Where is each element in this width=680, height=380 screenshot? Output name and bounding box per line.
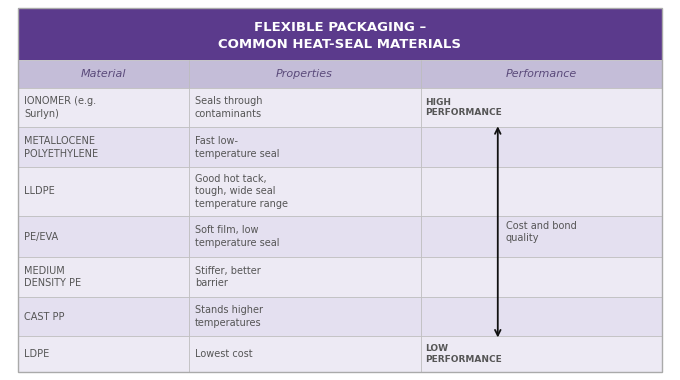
Text: Fast low-
temperature seal: Fast low- temperature seal bbox=[194, 136, 279, 158]
Text: HIGH
PERFORMANCE: HIGH PERFORMANCE bbox=[426, 98, 503, 117]
Bar bbox=[188, 88, 420, 128]
Text: PE/EVA: PE/EVA bbox=[24, 231, 58, 242]
Text: Seals through
contaminants: Seals through contaminants bbox=[194, 97, 262, 119]
Bar bbox=[420, 297, 662, 336]
Bar bbox=[420, 216, 662, 257]
Bar bbox=[188, 297, 420, 336]
Bar bbox=[420, 336, 662, 372]
Bar bbox=[420, 128, 662, 167]
Bar bbox=[420, 257, 662, 297]
Bar bbox=[188, 257, 420, 297]
Bar bbox=[188, 336, 420, 372]
Text: Performance: Performance bbox=[506, 69, 577, 79]
Bar bbox=[18, 60, 188, 88]
Text: Good hot tack,
tough, wide seal
temperature range: Good hot tack, tough, wide seal temperat… bbox=[194, 174, 288, 209]
Bar bbox=[188, 60, 420, 88]
Bar bbox=[18, 257, 188, 297]
Text: Material: Material bbox=[80, 69, 126, 79]
Text: FLEXIBLE PACKAGING –: FLEXIBLE PACKAGING – bbox=[254, 21, 426, 34]
Bar bbox=[18, 336, 188, 372]
Text: LLDPE: LLDPE bbox=[24, 187, 55, 196]
Bar bbox=[18, 88, 188, 128]
Text: CAST PP: CAST PP bbox=[24, 312, 65, 321]
Text: LDPE: LDPE bbox=[24, 349, 49, 359]
Text: Soft film, low
temperature seal: Soft film, low temperature seal bbox=[194, 225, 279, 248]
Bar bbox=[188, 167, 420, 216]
Text: Cost and bond
quality: Cost and bond quality bbox=[506, 221, 577, 243]
Bar bbox=[18, 8, 662, 60]
Bar bbox=[188, 216, 420, 257]
Text: IONOMER (e.g.
Surlyn): IONOMER (e.g. Surlyn) bbox=[24, 97, 96, 119]
Bar bbox=[188, 128, 420, 167]
Bar bbox=[420, 167, 662, 216]
Bar bbox=[18, 216, 188, 257]
Text: Stands higher
temperatures: Stands higher temperatures bbox=[194, 305, 262, 328]
Text: Stiffer, better
barrier: Stiffer, better barrier bbox=[194, 266, 260, 288]
Text: LOW
PERFORMANCE: LOW PERFORMANCE bbox=[426, 344, 503, 364]
Bar bbox=[420, 60, 662, 88]
Text: Lowest cost: Lowest cost bbox=[194, 349, 252, 359]
Text: METALLOCENE
POLYETHYLENE: METALLOCENE POLYETHYLENE bbox=[24, 136, 98, 158]
Bar bbox=[18, 128, 188, 167]
Bar bbox=[18, 297, 188, 336]
Bar bbox=[18, 167, 188, 216]
Text: MEDIUM
DENSITY PE: MEDIUM DENSITY PE bbox=[24, 266, 81, 288]
Bar bbox=[420, 88, 662, 128]
Text: Properties: Properties bbox=[276, 69, 333, 79]
Text: COMMON HEAT-SEAL MATERIALS: COMMON HEAT-SEAL MATERIALS bbox=[218, 38, 462, 51]
